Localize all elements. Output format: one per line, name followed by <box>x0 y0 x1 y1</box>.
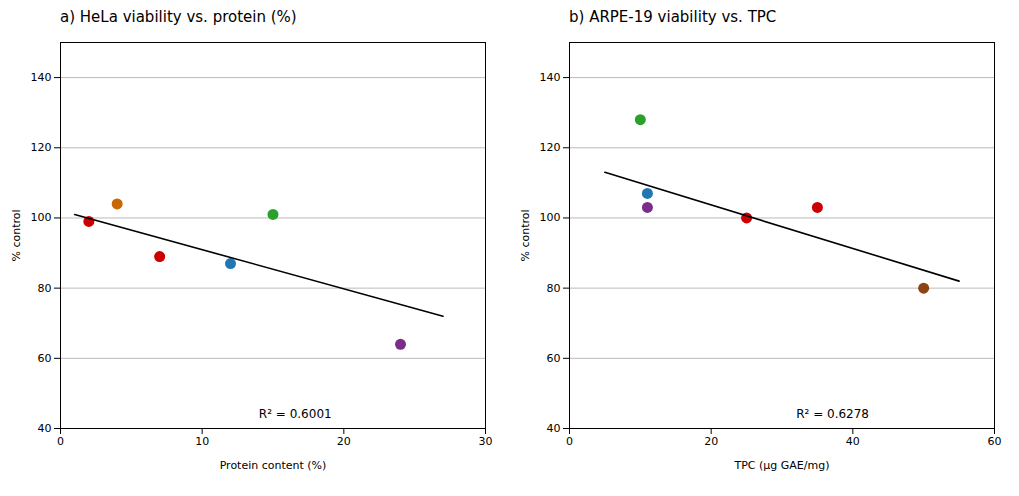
html-text:b) ARPE-19 viability vs. TPC: b) ARPE-19 viability vs. TPC <box>569 8 777 26</box>
svg-text:120: 120 <box>540 141 561 154</box>
svg-text:R² = 0.6278: R² = 0.6278 <box>796 407 869 421</box>
svg-text:30: 30 <box>479 435 493 448</box>
svg-text:60: 60 <box>38 352 52 365</box>
svg-text:140: 140 <box>31 71 52 84</box>
svg-text:80: 80 <box>547 282 561 295</box>
svg-text:10: 10 <box>195 435 209 448</box>
svg-text:0: 0 <box>566 435 573 448</box>
svg-text:20: 20 <box>704 435 718 448</box>
svg-text:60: 60 <box>988 435 1002 448</box>
svg-text:40: 40 <box>547 422 561 435</box>
svg-text:% control: % control <box>10 209 23 261</box>
svg-text:40: 40 <box>38 422 52 435</box>
svg-text:R² = 0.6001: R² = 0.6001 <box>259 407 332 421</box>
svg-text:20: 20 <box>337 435 351 448</box>
svg-text:80: 80 <box>38 282 52 295</box>
svg-text:% control: % control <box>519 209 532 261</box>
svg-text:40: 40 <box>846 435 860 448</box>
svg-text:Protein content (%): Protein content (%) <box>220 459 327 472</box>
html-text:a) HeLa viability vs. protein: a) HeLa viability vs. protein (%) <box>60 8 297 26</box>
svg-text:100: 100 <box>540 211 561 224</box>
svg-text:140: 140 <box>540 71 561 84</box>
svg-text:TPC (μg GAE/mg): TPC (μg GAE/mg) <box>734 459 830 472</box>
svg-text:100: 100 <box>31 211 52 224</box>
svg-text:60: 60 <box>547 352 561 365</box>
svg-text:120: 120 <box>31 141 52 154</box>
svg-text:0: 0 <box>57 435 64 448</box>
